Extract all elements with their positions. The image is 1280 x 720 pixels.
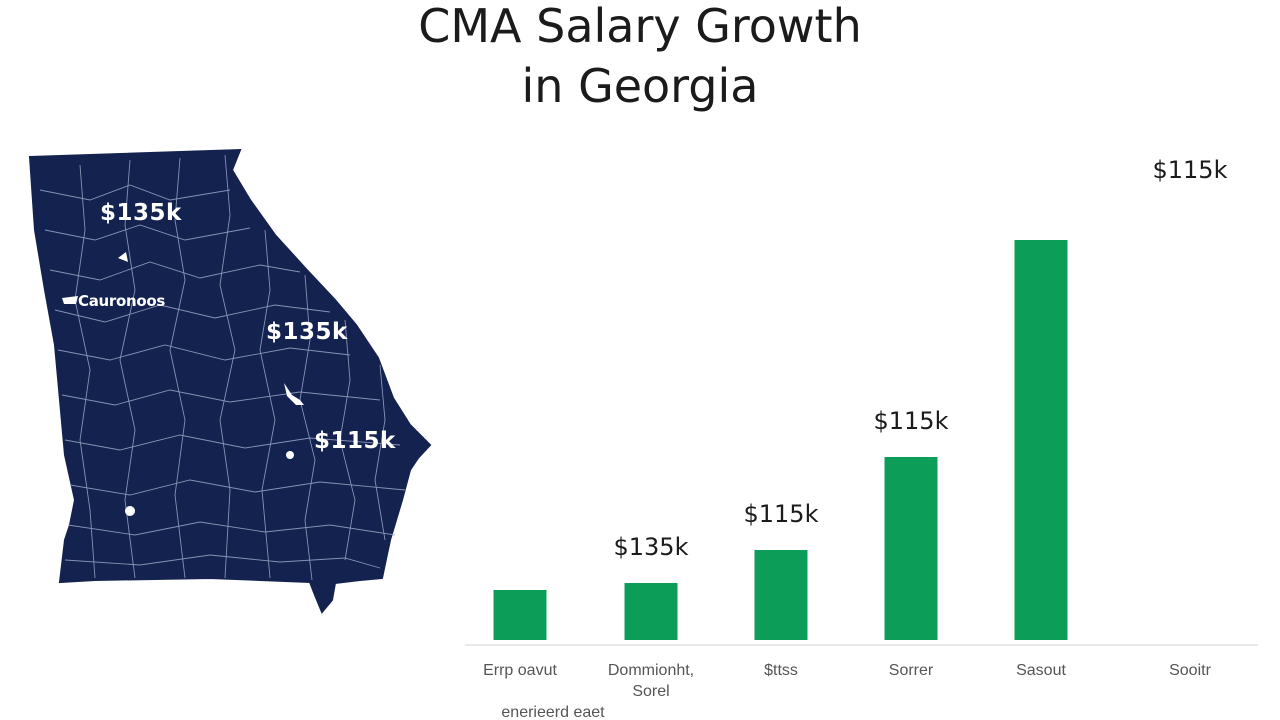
data-label-4: $115k [874, 407, 949, 435]
bar-4 [884, 457, 938, 640]
tick-label-1-1: Errp oavut [483, 662, 557, 679]
map-label-1: $135k [100, 200, 182, 226]
county-line [74, 164, 96, 579]
tick-label-6-1: Sooitr [1169, 662, 1211, 679]
data-label-3: $115k [744, 500, 819, 528]
county-line [39, 184, 231, 201]
county-line [57, 344, 351, 361]
tick-label-2-1: Dommionht, [608, 662, 694, 679]
county-line [169, 157, 186, 579]
bar-3 [754, 550, 808, 640]
title-line-2: in Georgia [521, 59, 759, 113]
bar-5 [1014, 240, 1068, 640]
title-line-1: CMA Salary Growth [418, 0, 862, 53]
county-line [374, 364, 386, 541]
tick-label-3-1: $ttss [764, 662, 798, 679]
tick-label-4-1: Sorrer [889, 662, 934, 679]
county-line [259, 229, 276, 579]
tick-label-2-2: Sorel [632, 683, 669, 700]
county-line [44, 224, 251, 241]
map-label-3: $115k [314, 428, 396, 454]
map-marks [62, 252, 304, 516]
tick-label-5-1: Sasout [1016, 662, 1066, 679]
county-line [49, 261, 301, 281]
county-line [54, 304, 331, 323]
chart-title: CMA Salary Growth in Georgia [0, 0, 1280, 116]
county-line [67, 521, 396, 536]
county-line [64, 434, 401, 451]
county-boundaries [39, 154, 406, 581]
data-label-6: $115k [1153, 156, 1228, 184]
data-label-2: $135k [614, 533, 689, 561]
county-line [299, 274, 316, 581]
county-line [339, 319, 356, 561]
county-line [64, 554, 381, 569]
bar-2 [624, 583, 678, 640]
county-line [219, 154, 236, 579]
county-line [61, 389, 381, 406]
county-line [119, 159, 136, 579]
county-line [69, 479, 406, 496]
tick-label-1-2: enerieerd eaet [501, 704, 605, 720]
map-label-2: $135k [266, 319, 348, 345]
bar-1 [493, 590, 547, 640]
map-city-label: Cauronoos [78, 292, 166, 310]
